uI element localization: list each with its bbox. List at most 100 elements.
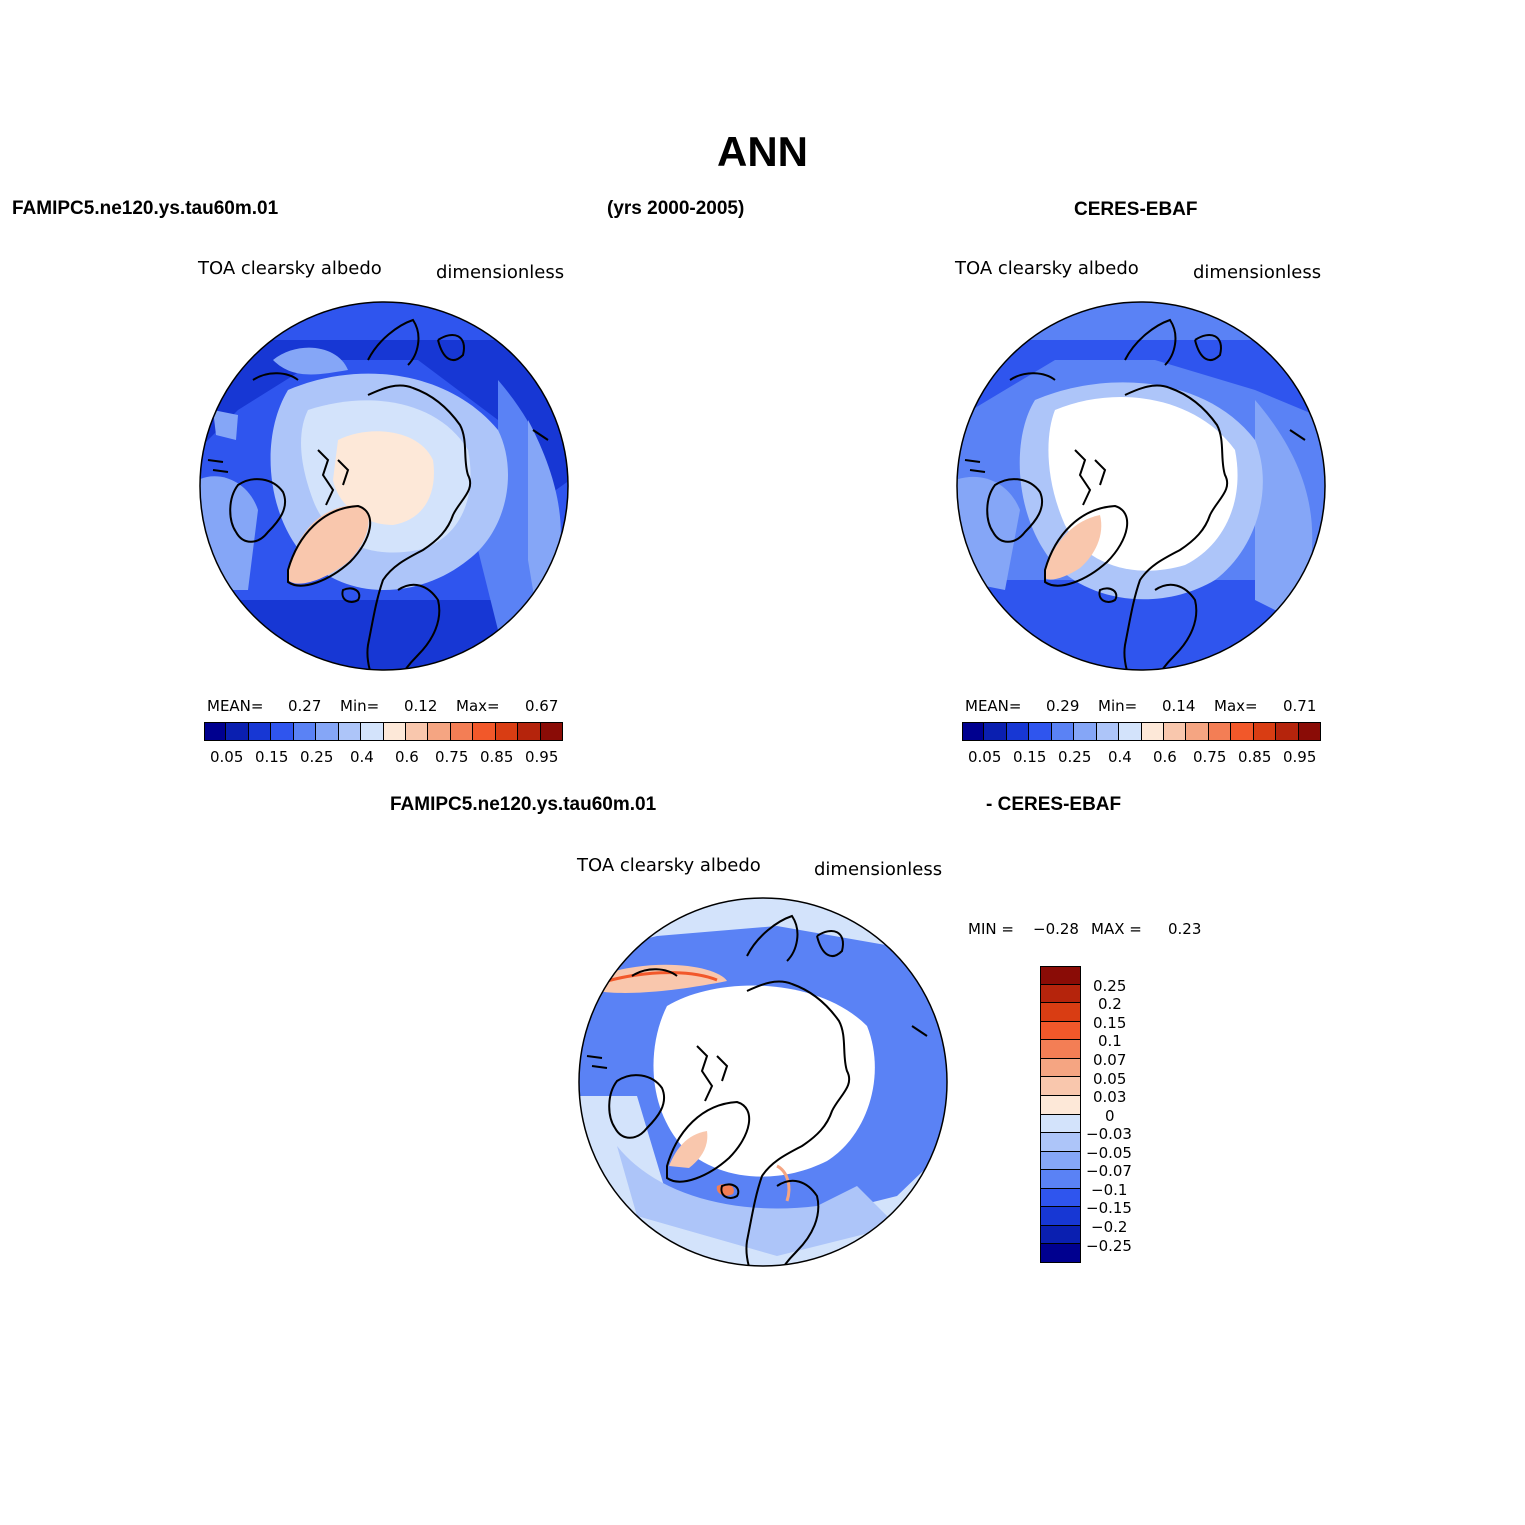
colorbar-swatch [473, 722, 496, 741]
colorbar-swatch [1040, 984, 1081, 1004]
diff-obs-header: - CERES-EBAF [986, 794, 1122, 815]
colorbar-swatch [316, 722, 339, 741]
colorbar-swatch [1119, 722, 1142, 741]
diff-colorbar [1040, 966, 1081, 1263]
colorbar-swatch [1040, 1003, 1081, 1022]
colorbar-swatch [1040, 1151, 1081, 1171]
colorbar-swatch [1040, 1170, 1081, 1189]
diff-cbar-label-15: −0.25 [1086, 1237, 1132, 1255]
colorbar-swatch [361, 722, 384, 741]
colorbar-swatch [226, 722, 249, 741]
colorbar-swatch [1040, 1188, 1081, 1208]
colorbar-swatch [1186, 722, 1209, 741]
colorbar-swatch [1276, 722, 1299, 741]
obs-cbar-label-3: 0.25 [1058, 748, 1092, 766]
colorbar-swatch [1051, 722, 1075, 741]
obs-min-label: Min= [1098, 697, 1138, 715]
diff-model-header: FAMIPC5.ne120.ys.tau60m.01 [390, 794, 657, 815]
diff-cbar-label-10: −0.05 [1086, 1144, 1132, 1162]
diff-cbar-label-9: −0.03 [1086, 1125, 1132, 1143]
obs-units-label: dimensionless [1193, 262, 1322, 283]
model-units-label: dimensionless [436, 262, 565, 283]
colorbar-swatch [1040, 1021, 1081, 1041]
colorbar-swatch [540, 722, 563, 741]
model-cbar-label-6: 0.75 [435, 748, 469, 766]
diff-cbar-label-11: −0.07 [1086, 1162, 1132, 1180]
colorbar-swatch [1040, 1244, 1081, 1263]
colorbar-swatch [1040, 1207, 1081, 1226]
model-min-value: 0.12 [404, 697, 438, 715]
diff-cbar-label-12: −0.1 [1091, 1181, 1128, 1199]
colorbar-swatch [1040, 1133, 1081, 1152]
colorbar-swatch [1096, 722, 1120, 741]
model-min-label: Min= [340, 697, 380, 715]
colorbar-swatch [962, 722, 985, 741]
diff-cbar-label-7: 0.03 [1093, 1088, 1127, 1106]
colorbar-swatch [1141, 722, 1164, 741]
years-header: (yrs 2000-2005) [607, 198, 745, 219]
obs-cbar-label-7: 0.85 [1238, 748, 1272, 766]
colorbar-swatch [1040, 966, 1081, 985]
colorbar-swatch [495, 722, 519, 741]
main-title: ANN [717, 128, 808, 175]
obs-cbar-label-6: 0.75 [1193, 748, 1227, 766]
diff-cbar-label-3: 0.15 [1093, 1014, 1127, 1032]
colorbar-swatch [1029, 722, 1052, 741]
model-cbar-label-5: 0.6 [395, 748, 419, 766]
model-colorbar [204, 722, 563, 741]
model-mean-value: 0.27 [288, 697, 322, 715]
colorbar-swatch [405, 722, 429, 741]
diff-cbar-label-14: −0.2 [1091, 1218, 1128, 1236]
colorbar-swatch [428, 722, 451, 741]
colorbar-swatch [1040, 1058, 1081, 1078]
obs-polar-map [956, 301, 1326, 671]
diff-min-label: MIN = [968, 920, 1014, 938]
diff-min-value: −0.28 [1033, 920, 1079, 938]
colorbar-swatch [450, 722, 474, 741]
colorbar-swatch [1040, 1225, 1081, 1245]
colorbar-swatch [1231, 722, 1254, 741]
model-variable-label: TOA clearsky albedo [198, 258, 382, 279]
obs-cbar-label-8: 0.95 [1283, 748, 1317, 766]
diff-polar-map [578, 897, 948, 1267]
diff-cbar-label-8: 0 [1105, 1107, 1115, 1125]
model-cbar-label-4: 0.4 [350, 748, 374, 766]
obs-cbar-label-5: 0.6 [1153, 748, 1177, 766]
colorbar-swatch [1006, 722, 1030, 741]
model-max-value: 0.67 [525, 697, 559, 715]
model-polar-map [199, 301, 569, 671]
diff-cbar-label-4: 0.1 [1098, 1032, 1122, 1050]
diff-cbar-label-5: 0.07 [1093, 1051, 1127, 1069]
obs-colorbar [962, 722, 1321, 741]
colorbar-swatch [1040, 1040, 1081, 1059]
model-max-label: Max= [456, 697, 500, 715]
model-mean-label: MEAN= [207, 697, 264, 715]
colorbar-swatch [1298, 722, 1321, 741]
colorbar-swatch [338, 722, 362, 741]
obs-variable-label: TOA clearsky albedo [955, 258, 1139, 279]
colorbar-swatch [1040, 1095, 1081, 1115]
diff-cbar-label-6: 0.05 [1093, 1070, 1127, 1088]
diff-max-value: 0.23 [1168, 920, 1202, 938]
diff-cbar-label-1: 0.25 [1093, 977, 1127, 995]
model-cbar-label-8: 0.95 [525, 748, 559, 766]
model-cbar-label-1: 0.05 [210, 748, 244, 766]
obs-cbar-label-4: 0.4 [1108, 748, 1132, 766]
colorbar-swatch [1253, 722, 1277, 741]
obs-cbar-label-2: 0.15 [1013, 748, 1047, 766]
colorbar-swatch [1208, 722, 1232, 741]
diff-max-label: MAX = [1091, 920, 1142, 938]
model-cbar-label-7: 0.85 [480, 748, 514, 766]
obs-max-value: 0.71 [1283, 697, 1317, 715]
obs-name-header: CERES-EBAF [1074, 199, 1198, 220]
colorbar-swatch [248, 722, 272, 741]
colorbar-swatch [1040, 1114, 1081, 1134]
colorbar-swatch [204, 722, 227, 741]
diff-cbar-label-2: 0.2 [1098, 995, 1122, 1013]
obs-mean-value: 0.29 [1046, 697, 1080, 715]
obs-mean-label: MEAN= [965, 697, 1022, 715]
colorbar-swatch [383, 722, 406, 741]
model-name-header: FAMIPC5.ne120.ys.tau60m.01 [12, 198, 279, 219]
colorbar-swatch [1163, 722, 1187, 741]
colorbar-swatch [1074, 722, 1097, 741]
